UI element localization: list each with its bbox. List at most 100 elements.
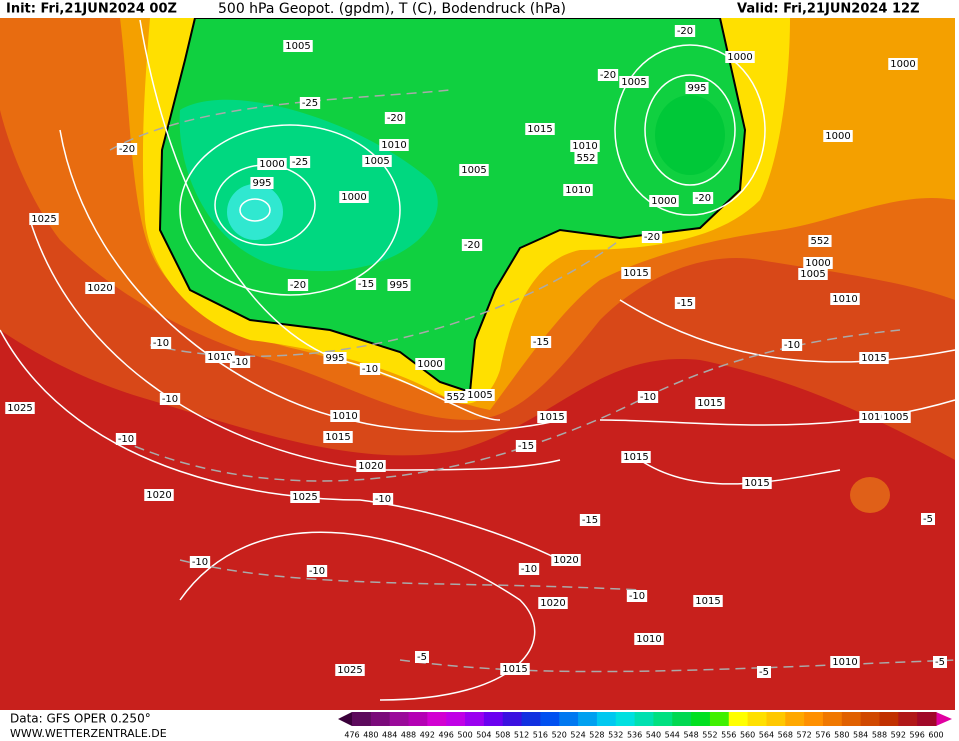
map-label: 1010 (830, 656, 860, 668)
map-label-box (359, 363, 381, 375)
map-label: -15 (530, 336, 552, 348)
map-label: 552 (808, 235, 832, 247)
colorbar-label: 592 (891, 731, 906, 740)
map-label-box (921, 513, 935, 525)
map-label-box (287, 279, 309, 291)
map-label-box (189, 556, 211, 568)
colorbar-box (822, 712, 843, 726)
map-label-text: 1020 (540, 598, 565, 609)
map-label-text: -10 (640, 392, 656, 403)
map-label-text: 1025 (31, 214, 56, 225)
map-label-text: 1005 (883, 412, 908, 423)
map-label-box (637, 391, 659, 403)
colorbar-label: 504 (476, 731, 491, 740)
map-label-text: 1000 (259, 159, 284, 170)
map-label-box (465, 389, 495, 401)
map-label-text: -25 (302, 98, 318, 109)
map-label-box (621, 451, 651, 463)
map-label: -10 (359, 363, 381, 375)
map-label-text: -10 (192, 557, 208, 568)
map-label-box (379, 139, 409, 151)
map-label-text: 1015 (539, 412, 564, 423)
map-label-text: 1010 (565, 185, 590, 196)
map-label-box (798, 268, 828, 280)
colorbar-label: 564 (759, 731, 774, 740)
colorbar-label: 548 (683, 731, 698, 740)
map-label-box (830, 293, 860, 305)
map-label-text: 1015 (861, 353, 886, 364)
map-label-text: -20 (387, 113, 403, 124)
map-label-box (693, 595, 723, 607)
map-label: -10 (159, 393, 181, 405)
map-label: 1005 (459, 164, 489, 176)
map-label: 1010 (563, 184, 593, 196)
map-label-box (725, 51, 755, 63)
map-label-box (323, 431, 353, 443)
map-label-text: 1005 (364, 156, 389, 167)
map-label-box (881, 411, 911, 423)
map-label-text: -20 (464, 240, 480, 251)
map-label-text: 1010 (572, 141, 597, 152)
map-label-text: 1005 (800, 269, 825, 280)
map-label: -5 (757, 666, 771, 678)
map-label-box (461, 239, 483, 251)
map-label-box (597, 69, 619, 81)
map-label-text: -5 (923, 514, 933, 525)
colorbar-box (596, 712, 617, 726)
map-label: 1010 (830, 293, 860, 305)
map-label-box (85, 282, 115, 294)
colorbar-box (615, 712, 636, 726)
colorbar-label: 524 (570, 731, 585, 740)
map-label: 1005 (798, 268, 828, 280)
map-label-text: 1025 (292, 492, 317, 503)
map-label: 1000 (257, 158, 287, 170)
map-label-text: -10 (521, 564, 537, 575)
map-label: 1005 (283, 40, 313, 52)
map-label-text: 1000 (727, 52, 752, 63)
map-label: 1015 (693, 595, 723, 607)
map-label: -20 (287, 279, 309, 291)
map-label-box (283, 40, 313, 52)
colorbar-box (841, 712, 862, 726)
map-label: -10 (518, 563, 540, 575)
colorbar-label: 492 (420, 731, 435, 740)
map-label: -20 (384, 112, 406, 124)
map-label-text: 1000 (805, 258, 830, 269)
colorbar-label: 588 (872, 731, 887, 740)
map-label-text: -10 (375, 494, 391, 505)
map-label: -10 (781, 339, 803, 351)
map-label: -5 (933, 656, 947, 668)
map-labels: 100510001000-20-201005995-25-2010151000-… (5, 25, 947, 678)
map-label-box (257, 158, 287, 170)
map-label-box (823, 130, 853, 142)
colorbar-arrow-high (936, 712, 952, 726)
map-label-box (570, 140, 600, 152)
map-label: 1010 (379, 139, 409, 151)
map-title: 500 hPa Geopot. (gpdm), T (C), Bodendruc… (218, 1, 566, 17)
map-label-box (459, 164, 489, 176)
map-label-text: 1020 (87, 283, 112, 294)
map-label-text: 1005 (461, 165, 486, 176)
colorbar-box (785, 712, 805, 726)
map-label: 1000 (803, 257, 833, 269)
map-label-box (415, 358, 445, 370)
map-label: -20 (692, 192, 714, 204)
map-label-text: 1015 (325, 432, 350, 443)
map-label-box (29, 213, 59, 225)
map-label-text: -15 (677, 298, 693, 309)
map-label: -10 (372, 493, 394, 505)
map-label-box (250, 177, 274, 189)
map-label-text: -20 (119, 144, 135, 155)
colorbar: 476 480 484 488 492 496 500 504 508 512 516 520 524 5… (338, 712, 952, 740)
map-label-box (859, 352, 889, 364)
map-label-text: 1010 (832, 657, 857, 668)
map-label-box (5, 402, 35, 414)
map-label: -20 (597, 69, 619, 81)
map-label-box (574, 152, 598, 164)
map-label-box (537, 411, 567, 423)
map-label: 1010 (570, 140, 600, 152)
map-label: 1015 (323, 431, 353, 443)
map-label: 1015 (500, 663, 530, 675)
map-label-box (518, 563, 540, 575)
map-label: 1025 (5, 402, 35, 414)
